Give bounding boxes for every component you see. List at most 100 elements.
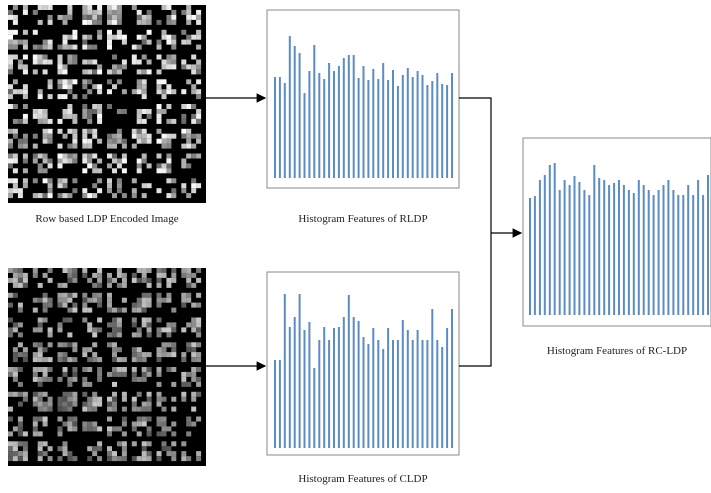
pixel [67,357,72,362]
pixel [137,84,142,89]
pixel [112,193,117,198]
pixel [87,79,92,84]
pixel [67,426,72,431]
pixel [117,109,122,114]
pixel [97,139,102,144]
pixel [166,139,171,144]
pixel [13,273,18,278]
pixel [191,178,196,183]
pixel [107,20,112,25]
pixel [112,332,117,337]
pixel [67,60,72,65]
pixel [82,40,87,45]
pixel [63,342,68,347]
pixel [162,30,167,35]
pixel [196,392,201,397]
pixel [72,342,77,347]
pixel [157,367,162,372]
pixel [38,456,43,461]
pixel [13,347,18,352]
pixel [87,397,92,402]
pixel [13,119,18,124]
pixel [63,134,68,139]
histogram-bar [387,328,389,448]
pixel [132,318,137,323]
pixel [92,69,97,74]
histogram-bar [284,83,286,178]
pixel [107,431,112,436]
pixel [171,15,176,20]
histogram-bar [544,175,546,315]
pixel [132,347,137,352]
pixel [18,303,23,308]
pixel [13,104,18,109]
pixel [72,357,77,362]
pixel [43,129,48,134]
pixel [97,283,102,288]
pixel [132,402,137,407]
pixel [122,441,127,446]
pixel [63,268,68,273]
pixel [92,168,97,173]
pixel [196,114,201,119]
pixel [171,89,176,94]
pixel [171,352,176,357]
pixel [142,40,147,45]
pixel [13,392,18,397]
pixel [157,283,162,288]
pixel [92,397,97,402]
pixel [112,10,117,15]
pixel [142,377,147,382]
pixel [107,451,112,456]
pixel [43,308,48,313]
pixel [147,163,152,168]
pixel [157,318,162,323]
pixel [196,268,201,273]
pixel [67,273,72,278]
pixel [107,79,112,84]
pixel [92,352,97,357]
pixel [82,352,87,357]
pixel [48,20,53,25]
pixel [33,109,38,114]
pixel [67,10,72,15]
pixel [63,318,68,323]
pixel [97,35,102,40]
pixel [107,30,112,35]
pixel [186,422,191,427]
pixel [112,456,117,461]
histogram-bar [559,190,561,315]
pixel [186,129,191,134]
pixel [157,372,162,377]
pixel [147,352,152,357]
pixel [97,357,102,362]
pixel [162,139,167,144]
pixel [186,163,191,168]
pixel [67,109,72,114]
pixel [171,134,176,139]
pixel [8,45,13,50]
pixel [23,451,28,456]
pixel [43,5,48,10]
pixel [186,15,191,20]
pixel [82,69,87,74]
pixel [112,372,117,377]
pixel [157,79,162,84]
pixel [196,352,201,357]
pixel [63,303,68,308]
pixel [171,367,176,372]
pixel [137,15,142,20]
pixel [63,94,68,99]
pixel [63,397,68,402]
pixel [181,293,186,298]
pixel [63,372,68,377]
pixel [13,446,18,451]
histogram-bar [397,340,399,448]
pixel [142,441,147,446]
pixel [58,342,63,347]
pixel [112,357,117,362]
pixel [132,5,137,10]
pixel [171,451,176,456]
pixel [97,84,102,89]
histogram-bar [333,328,335,448]
